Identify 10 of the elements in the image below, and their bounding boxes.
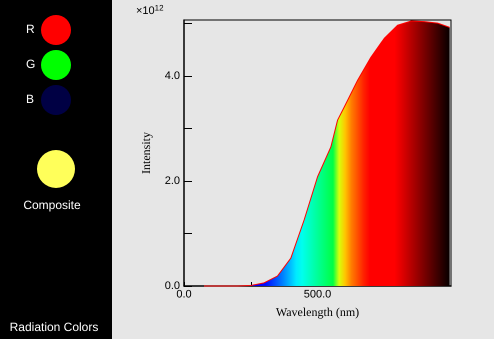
text: R — [26, 22, 35, 36]
text: Composite — [22, 198, 82, 212]
text: G — [26, 57, 36, 71]
text: B — [26, 92, 34, 106]
x-axis-title: Wavelength (nm) — [276, 305, 360, 319]
y-tick-label: 4.0 — [164, 70, 180, 82]
y-axis-title: Intensity — [139, 132, 153, 174]
x-tick-label: 500.0 — [304, 288, 332, 300]
y-tick-label: 2.0 — [164, 175, 180, 188]
text: Radiation Colors — [8, 320, 100, 334]
